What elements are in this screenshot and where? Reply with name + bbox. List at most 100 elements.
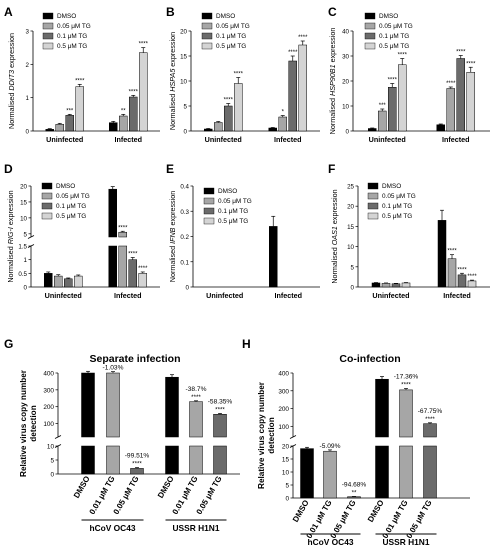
y-tick-label: 30 xyxy=(342,54,349,61)
y-axis-label-prefix: Normalised xyxy=(6,244,15,282)
axis-break xyxy=(289,444,297,448)
bar-d xyxy=(64,278,73,288)
axis-break xyxy=(54,444,62,448)
bar-h-lower xyxy=(399,445,413,499)
x-tick-label: DMSO xyxy=(156,475,176,500)
bar-c xyxy=(436,124,445,132)
y-tick-label: 0.1 xyxy=(180,259,189,266)
y-tick-label: 0 xyxy=(346,129,350,136)
y-axis-label-suffix: expression xyxy=(328,28,337,65)
y-axis-label-gene: HSPA5 xyxy=(168,68,177,92)
bar-g-upper xyxy=(81,372,95,438)
bar-g-lower xyxy=(106,445,120,475)
bar-g-lower xyxy=(189,445,203,475)
y-axis-label-line: detection xyxy=(29,405,38,441)
legend-swatch xyxy=(41,192,53,200)
panel-label: G xyxy=(4,337,13,351)
y-tick-label: 1 xyxy=(24,257,28,264)
significance-mark: **** xyxy=(75,78,85,84)
y-tick-label: 200 xyxy=(43,404,54,411)
legend-entry: 0.05 μM TG xyxy=(218,198,252,205)
bar-f xyxy=(437,220,447,288)
legend-swatch xyxy=(367,182,379,190)
legend-swatch xyxy=(203,207,215,215)
y-tick-label: 0 xyxy=(351,285,355,292)
significance-mark: **** xyxy=(129,89,139,95)
y-tick-label: 400 xyxy=(43,371,54,378)
legend-entry: 0.05 μM TG xyxy=(56,193,90,200)
y-axis-label-line: detection xyxy=(267,417,276,453)
significance-mark: **** xyxy=(191,394,201,401)
y-axis-label-suffix: expression xyxy=(168,191,177,228)
significance-mark: **** xyxy=(425,416,435,423)
legend-entry: 0.5 μM TG xyxy=(382,213,412,220)
group-label: hCoV OC43 xyxy=(89,523,135,533)
legend-swatch xyxy=(42,42,54,50)
y-tick-label: 0 xyxy=(50,472,54,479)
percent-change: -58.35% xyxy=(208,398,233,405)
bar-h-upper xyxy=(375,378,389,438)
bar-f xyxy=(391,283,401,288)
bar-a xyxy=(45,129,54,132)
legend-entry: DMSO xyxy=(379,13,398,20)
panel-label: F xyxy=(328,162,335,176)
significance-mark: *** xyxy=(66,108,74,114)
bar-g-upper xyxy=(213,414,227,438)
y-tick-label: 15 xyxy=(180,54,187,61)
x-tick-label: Infected xyxy=(114,291,142,300)
legend-entry: 0.1 μM TG xyxy=(382,203,412,210)
bar-f xyxy=(401,282,411,288)
y-tick-label: 0 xyxy=(184,129,188,136)
bar-d xyxy=(54,275,63,288)
legend: DMSO 0.05 μM TG 0.1 μM TG 0.5 μM TG xyxy=(201,12,250,50)
legend: DMSO 0.05 μM TG 0.1 μM TG 0.5 μM TG xyxy=(203,187,252,225)
legend-swatch xyxy=(364,12,376,20)
significance-mark: **** xyxy=(447,249,457,255)
y-tick-label: 10 xyxy=(347,244,354,251)
x-tick-label: Infected xyxy=(274,135,302,144)
bar-a xyxy=(129,96,138,132)
y-tick-label: 5 xyxy=(184,104,188,111)
y-tick-label: 0 xyxy=(186,285,190,292)
bar-g-lower xyxy=(81,445,95,475)
legend-swatch xyxy=(364,32,376,40)
y-tick-label: 20 xyxy=(20,184,27,191)
x-tick-label: Infected xyxy=(274,291,302,300)
bar-g-lower xyxy=(213,445,227,475)
y-axis-label-suffix: expression xyxy=(168,32,177,69)
significance-mark: **** xyxy=(234,72,244,78)
significance-mark: **** xyxy=(446,81,456,87)
percent-change: -17.36% xyxy=(394,373,419,380)
panel-label: E xyxy=(166,162,174,176)
bar-d xyxy=(44,273,53,288)
y-tick-label: 40 xyxy=(342,29,349,36)
significance-mark: **** xyxy=(401,381,411,388)
bar-f xyxy=(457,274,467,288)
panel-label: B xyxy=(166,5,175,19)
chart-title: Separate infection xyxy=(89,353,180,365)
significance-mark: **** xyxy=(398,53,408,59)
percent-change: -94.68% xyxy=(342,481,367,488)
y-tick-label: 15 xyxy=(282,457,290,464)
y-tick-label: 10 xyxy=(20,215,27,222)
y-tick-label: 0 xyxy=(26,129,30,136)
group-label: USSR H1N1 xyxy=(172,523,219,533)
legend-swatch xyxy=(41,182,53,190)
y-tick-label: 2 xyxy=(26,62,30,69)
bar-a xyxy=(119,115,128,132)
legend-swatch xyxy=(42,22,54,30)
bar-c xyxy=(398,64,407,132)
x-tick-label: Infected xyxy=(443,291,471,300)
bar-b xyxy=(298,44,307,132)
group-label: USSR H1N1 xyxy=(382,537,429,547)
bar-c xyxy=(378,110,387,132)
legend-entry: 0.1 μM TG xyxy=(218,208,248,215)
legend-entry: 0.05 μM TG xyxy=(216,23,250,30)
axis-break xyxy=(27,244,35,248)
y-tick-label: 5 xyxy=(351,264,355,271)
panel-label: A xyxy=(4,5,13,19)
bar-g-lower xyxy=(165,445,179,475)
x-tick-label: Uninfected xyxy=(206,291,243,300)
